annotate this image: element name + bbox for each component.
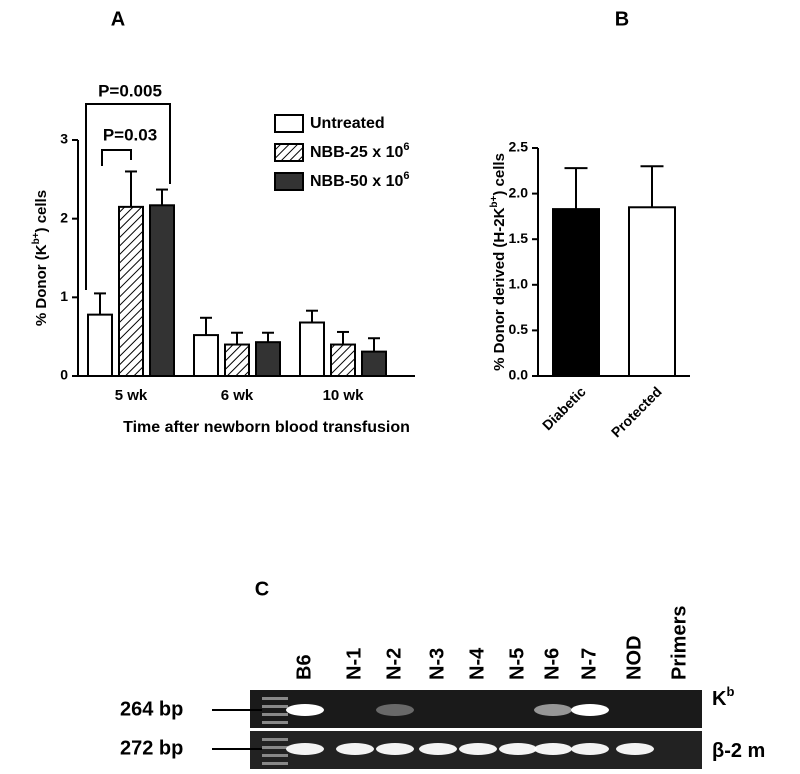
- x-tick-label: Protected: [608, 383, 665, 440]
- y-tick-label: 2: [60, 209, 68, 225]
- y-tick-label: 1.5: [509, 230, 529, 246]
- ladder-band: [262, 705, 288, 708]
- y-axis-label: % Donor derived (H-2Kb+) cells: [489, 153, 508, 371]
- legend-label-text: Untreated: [310, 115, 385, 132]
- bar: [361, 350, 387, 378]
- ladder-band: [262, 721, 288, 724]
- bar: [255, 341, 281, 378]
- size-marker: 272 bp: [120, 737, 183, 759]
- ladder-band: [262, 754, 288, 757]
- y-tick-label: 3: [60, 131, 68, 147]
- bar: [552, 208, 600, 377]
- legend-label: NBB-25 x 106: [310, 141, 410, 161]
- bar: [193, 334, 219, 377]
- panel-label: C: [255, 578, 269, 600]
- bar: [149, 204, 175, 377]
- y-tick-label: 1: [60, 288, 68, 304]
- band-label-sup: b: [726, 684, 734, 699]
- y-tick-label: 0: [60, 367, 68, 383]
- gel-band: [499, 743, 537, 755]
- bracket: [85, 103, 171, 290]
- gel-band: [571, 743, 609, 755]
- lane-label: Primers: [668, 606, 690, 681]
- bar: [330, 343, 356, 377]
- bar: [224, 343, 250, 377]
- y-tick-label: 0.0: [509, 367, 529, 383]
- y-tick-label: 2.0: [509, 184, 529, 200]
- gel-band: [286, 704, 324, 716]
- y-axis-label-part: % Donor derived (H-2K: [491, 207, 508, 371]
- y-axis-label-part: b+: [31, 232, 42, 244]
- legend-label-text: NBB-50 x 10: [310, 173, 403, 190]
- lane-label: B6: [293, 654, 315, 680]
- y-axis-label-part: ) cells: [33, 190, 50, 233]
- panel-label: B: [615, 8, 629, 30]
- legend-label-text: NBB-25 x 10: [310, 144, 403, 161]
- significance-brackets: [85, 103, 171, 290]
- ladder-band: [262, 746, 288, 749]
- gel-band: [376, 743, 414, 755]
- size-marker: 264 bp: [120, 698, 183, 720]
- x-axis-label: Time after newborn blood transfusion: [123, 419, 410, 436]
- y-tick-label: 2.5: [509, 139, 529, 155]
- ladder-band: [262, 762, 288, 765]
- lane-label: N-5: [506, 648, 528, 680]
- legend-label-sup: 6: [403, 170, 409, 182]
- band-label-text: β-2 m: [712, 740, 765, 762]
- lane-label: N-1: [343, 648, 365, 680]
- lane-label: N-7: [578, 648, 600, 680]
- y-axis-label: % Donor (Kb+) cells: [31, 190, 50, 326]
- annotation: P=0.005: [98, 81, 162, 100]
- annotation: P=0.03: [103, 125, 157, 144]
- gel-band: [571, 704, 609, 716]
- legend-swatch: [274, 143, 304, 162]
- gel-band: [534, 743, 572, 755]
- ladder-band: [262, 738, 288, 741]
- lane-label: N-2: [383, 648, 405, 680]
- legend-label-sup: 6: [403, 141, 409, 153]
- gel-band: [286, 743, 324, 755]
- lane-label: N-6: [541, 648, 563, 680]
- lane-label: NOD: [623, 636, 645, 680]
- y-axis-label-part: ) cells: [491, 153, 508, 196]
- gel-band: [459, 743, 497, 755]
- x-tick-label: 6 wk: [221, 387, 254, 404]
- x-tick-label: 5 wk: [115, 387, 148, 404]
- x-tick-label: 10 wk: [323, 387, 365, 404]
- y-axis-label-part: b+: [489, 195, 500, 207]
- gel-band: [616, 743, 654, 755]
- bracket: [101, 149, 132, 166]
- gel-image: [250, 690, 702, 728]
- ladder-band: [262, 697, 288, 700]
- band-label: Kb: [712, 684, 734, 710]
- bar: [87, 313, 113, 378]
- y-tick-label: 0.5: [509, 321, 529, 337]
- bar: [628, 206, 676, 377]
- band-label-text: K: [712, 688, 727, 710]
- legend-label: Untreated: [310, 115, 385, 132]
- gel-band: [376, 704, 414, 716]
- y-tick-label: 1.0: [509, 276, 529, 292]
- gel-band: [534, 704, 572, 716]
- band-label: β-2 m: [712, 740, 765, 762]
- x-tick-label: Diabetic: [539, 383, 589, 433]
- panel-label: A: [111, 8, 125, 30]
- legend-swatch: [274, 172, 304, 191]
- legend-swatch: [274, 114, 304, 133]
- bar: [118, 205, 144, 377]
- lane-label: N-4: [466, 647, 488, 680]
- gel-band: [336, 743, 374, 755]
- legend-label: NBB-50 x 106: [310, 170, 410, 190]
- gel-band: [419, 743, 457, 755]
- y-axis-label-part: % Donor (K: [33, 244, 50, 326]
- ladder-band: [262, 713, 288, 716]
- lane-label: N-3: [426, 648, 448, 680]
- bar: [299, 321, 325, 377]
